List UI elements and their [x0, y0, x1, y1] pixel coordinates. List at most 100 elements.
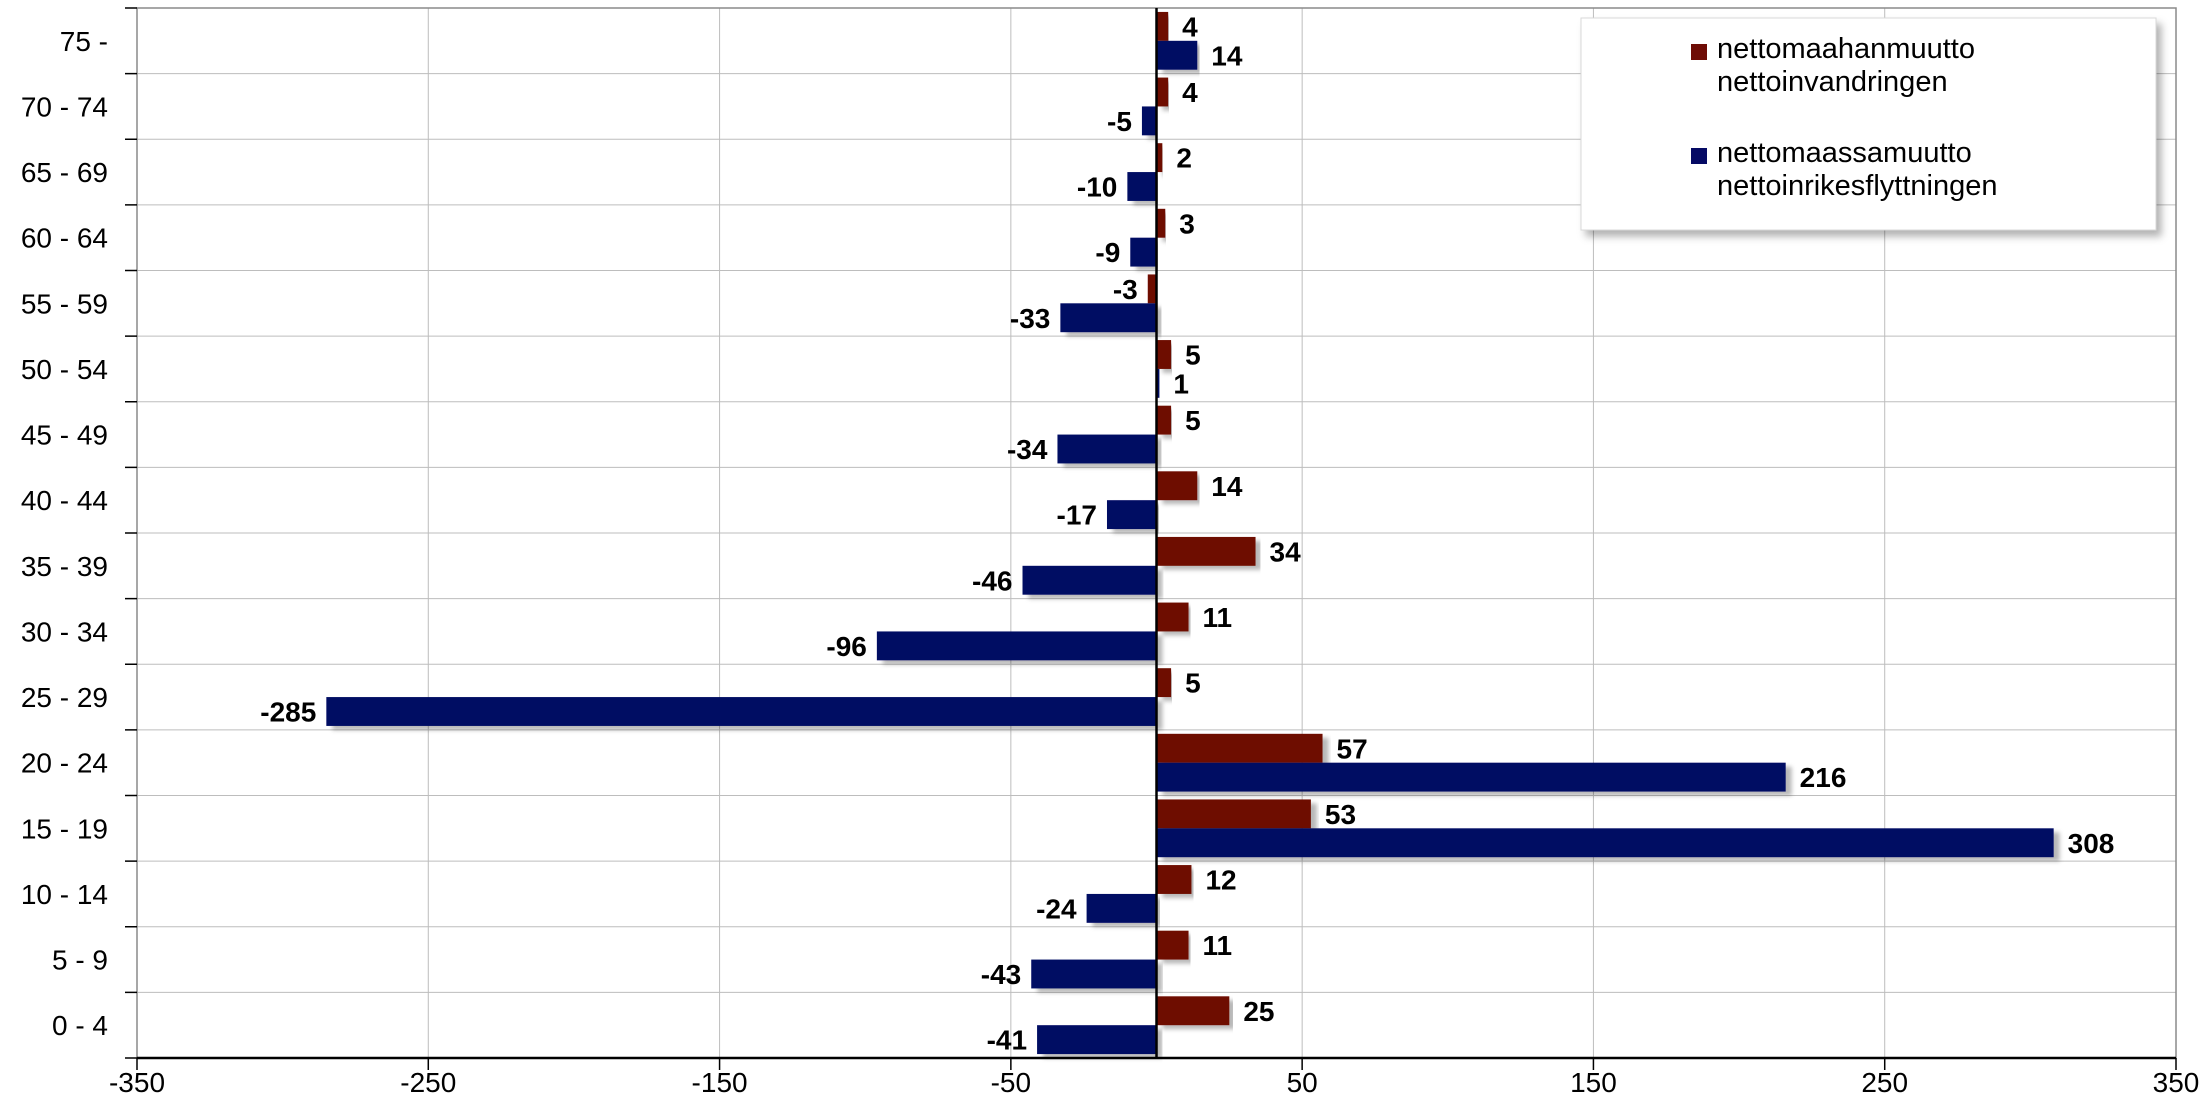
category-label: 40 - 44 [21, 485, 108, 516]
category-label: 10 - 14 [21, 879, 108, 910]
axes [125, 7, 2177, 1070]
data-label-nettomaassamuutto: -9 [1095, 237, 1120, 268]
bar-nettomaahanmuutto [1156, 471, 1198, 501]
category-label: 50 - 54 [21, 354, 108, 385]
bar-nettomaahanmuutto [1156, 536, 1256, 566]
data-label-nettomaassamuutto: -5 [1107, 106, 1132, 137]
x-tick-label: -150 [692, 1067, 748, 1095]
data-label-nettomaassamuutto: -285 [260, 697, 316, 728]
bar-nettomaassamuutto [1141, 106, 1157, 136]
bar-nettomaahanmuutto [1156, 930, 1189, 960]
bar-nettomaassamuutto [1156, 762, 1786, 792]
data-label-nettomaahanmuutto: 25 [1243, 996, 1274, 1027]
category-label: 75 - [60, 26, 108, 57]
bar-nettomaahanmuutto [1156, 799, 1311, 829]
bar-nettomaassamuutto [1130, 237, 1157, 267]
bar-nettomaassamuutto [876, 631, 1157, 661]
legend-swatch-nettomaassamuutto [1691, 148, 1707, 164]
bar-nettomaahanmuutto [1156, 668, 1172, 698]
data-label-nettomaassamuutto: 308 [2068, 828, 2115, 859]
category-label: 30 - 34 [21, 616, 108, 647]
category-label: 20 - 24 [21, 748, 108, 779]
data-label-nettomaahanmuutto: 5 [1185, 340, 1201, 371]
bars [326, 11, 2054, 1055]
data-label-nettomaahanmuutto: 4 [1182, 11, 1198, 42]
category-label: 15 - 19 [21, 813, 108, 844]
data-label-nettomaassamuutto: -34 [1007, 434, 1048, 465]
category-label: 0 - 4 [52, 1010, 108, 1041]
x-tick-label: -50 [991, 1067, 1031, 1095]
bar-nettomaahanmuutto [1156, 208, 1166, 238]
data-label-nettomaassamuutto: -33 [1010, 303, 1050, 334]
category-label: 55 - 59 [21, 288, 108, 319]
data-label-nettomaassamuutto: -41 [987, 1025, 1027, 1056]
data-label-nettomaahanmuutto: 12 [1205, 865, 1236, 896]
legend-label-nettoinvandringen: nettoinvandringen [1717, 66, 1948, 98]
data-label-nettomaassamuutto: -46 [972, 565, 1012, 596]
bar-nettomaassamuutto [326, 697, 1157, 726]
data-label-nettomaassamuutto: -43 [981, 959, 1021, 990]
category-label: 45 - 49 [21, 420, 108, 451]
x-tick-label: -350 [109, 1067, 165, 1095]
bar-nettomaahanmuutto [1156, 602, 1189, 632]
data-label-nettomaahanmuutto: 5 [1185, 405, 1201, 436]
data-label-nettomaahanmuutto: 11 [1203, 930, 1233, 961]
data-label-nettomaassamuutto: -96 [826, 631, 866, 662]
data-label-nettomaahanmuutto: 4 [1182, 77, 1198, 108]
category-label: 5 - 9 [52, 945, 108, 976]
data-label-nettomaassamuutto: -17 [1057, 500, 1097, 531]
legend-swatch-nettomaahanmuutto [1691, 44, 1707, 60]
data-label-nettomaahanmuutto: 57 [1337, 733, 1368, 764]
x-tick-label: 150 [1570, 1067, 1617, 1095]
bar-nettomaahanmuutto [1156, 143, 1163, 173]
data-label-nettomaahanmuutto: 11 [1203, 602, 1233, 633]
legend-label-nettoinrikesflyttningen: nettoinrikesflyttningen [1717, 170, 1998, 202]
bar-nettomaahanmuutto [1156, 77, 1169, 107]
bar-nettomaahanmuutto [1156, 340, 1172, 369]
bar-nettomaassamuutto [1086, 893, 1157, 923]
bar-nettomaahanmuutto [1156, 405, 1172, 435]
bar-nettomaahanmuutto [1156, 865, 1192, 894]
data-label-nettomaassamuutto: 1 [1173, 368, 1189, 399]
data-label-nettomaahanmuutto: 2 [1176, 143, 1192, 174]
x-tick-label: -250 [400, 1067, 456, 1095]
x-tick-label: 50 [1287, 1067, 1318, 1095]
data-label-nettomaahanmuutto: 5 [1185, 668, 1201, 699]
legend-label-nettomaahanmuutto: nettomaahanmuutto [1717, 33, 1975, 65]
bar-nettomaassamuutto [1031, 959, 1157, 989]
bar-nettomaassamuutto [1156, 40, 1198, 70]
x-tick-label: 250 [1861, 1067, 1908, 1095]
bar-nettomaahanmuutto [1156, 733, 1323, 763]
data-label-nettomaahanmuutto: 14 [1211, 471, 1243, 502]
bar-nettomaahanmuutto [1147, 274, 1157, 304]
bar-nettomaassamuutto [1156, 368, 1160, 398]
category-label: 35 - 39 [21, 551, 108, 582]
bar-nettomaassamuutto [1057, 434, 1157, 464]
bar-nettomaassamuutto [1106, 500, 1157, 530]
bar-nettomaassamuutto [1060, 303, 1157, 333]
bar-nettomaassamuutto [1156, 828, 2054, 858]
data-label-nettomaassamuutto: -10 [1077, 172, 1117, 203]
bar-nettomaassamuutto [1022, 565, 1157, 595]
data-label-nettomaahanmuutto: 34 [1270, 536, 1302, 567]
bar-nettomaahanmuutto [1156, 11, 1169, 41]
bar-nettomaahanmuutto [1156, 996, 1230, 1026]
data-label-nettomaahanmuutto: 53 [1325, 799, 1356, 830]
legend-label-nettomaassamuutto: nettomaassamuutto [1717, 137, 1972, 169]
data-label-nettomaahanmuutto: -3 [1113, 274, 1138, 305]
data-label-nettomaahanmuutto: 3 [1179, 208, 1195, 239]
bar-nettomaassamuutto [1127, 172, 1157, 201]
legend-box [1580, 17, 2157, 231]
data-label-nettomaassamuutto: 216 [1800, 762, 1847, 793]
category-label: 25 - 29 [21, 682, 108, 713]
data-label-nettomaassamuutto: 14 [1211, 40, 1243, 71]
category-label: 65 - 69 [21, 157, 108, 188]
data-label-nettomaassamuutto: -24 [1036, 893, 1077, 924]
category-label: 70 - 74 [21, 91, 108, 122]
category-label: 60 - 64 [21, 223, 108, 254]
bar-nettomaassamuutto [1037, 1025, 1157, 1055]
x-tick-label: 350 [2153, 1067, 2200, 1095]
